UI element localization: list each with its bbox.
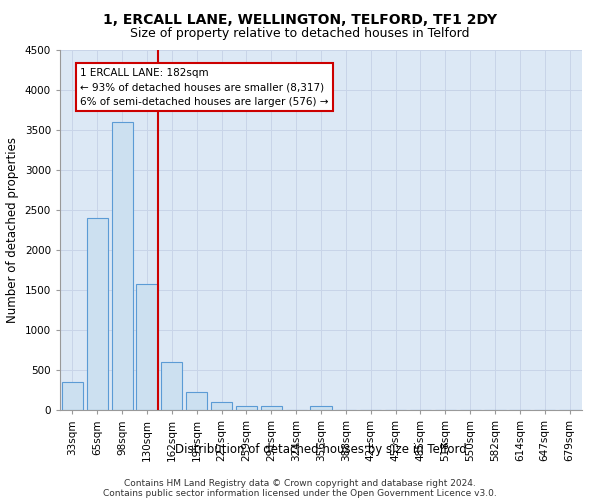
Text: Contains HM Land Registry data © Crown copyright and database right 2024.: Contains HM Land Registry data © Crown c… (124, 478, 476, 488)
Bar (310, 406, 332, 410)
Bar (236, 406, 257, 410)
Text: 1, ERCALL LANE, WELLINGTON, TELFORD, TF1 2DY: 1, ERCALL LANE, WELLINGTON, TELFORD, TF1… (103, 12, 497, 26)
Bar (112, 122, 133, 410)
Bar (87, 218, 108, 410)
Bar (211, 402, 232, 410)
Bar (161, 362, 182, 410)
Text: Size of property relative to detached houses in Telford: Size of property relative to detached ho… (130, 28, 470, 40)
Text: Distribution of detached houses by size in Telford: Distribution of detached houses by size … (175, 442, 467, 456)
Text: Contains public sector information licensed under the Open Government Licence v3: Contains public sector information licen… (103, 488, 497, 498)
Bar (62, 382, 83, 410)
Bar (186, 392, 207, 410)
Y-axis label: Number of detached properties: Number of detached properties (6, 137, 19, 323)
Text: 1 ERCALL LANE: 182sqm
← 93% of detached houses are smaller (8,317)
6% of semi-de: 1 ERCALL LANE: 182sqm ← 93% of detached … (80, 68, 328, 107)
Bar (261, 406, 282, 410)
Bar (136, 284, 158, 410)
